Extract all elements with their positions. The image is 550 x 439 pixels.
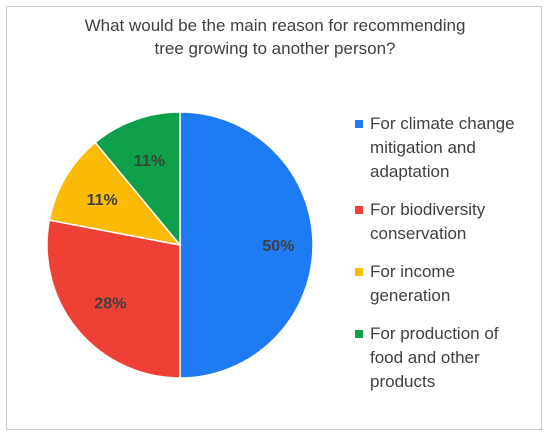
pie-slice-2 [48, 141, 182, 247]
pie-slice-1 [46, 219, 181, 379]
chart-title: What would be the main reason for recomm… [0, 14, 550, 60]
pie-slice-0 [179, 111, 314, 379]
legend-swatch-1 [355, 206, 363, 214]
legend-label-3-line-0: For production of [370, 324, 499, 343]
legend-label-0-line-1: mitigation and [370, 138, 476, 157]
legend-label-0-line-2: adaptation [370, 162, 450, 181]
pie-slice-label-1: 28% [94, 296, 126, 313]
legend-item-2: For income generation [350, 260, 540, 308]
chart-title-line-1: What would be the main reason for recomm… [84, 16, 466, 35]
pie-slice-label-0: 50% [262, 238, 294, 255]
chart-title-line-2: tree growing to another person? [154, 39, 396, 58]
pie-slice-label-2: 11% [87, 192, 118, 209]
legend-label-3-line-1: food and other [370, 348, 480, 367]
legend-label-2-line-0: For income [370, 262, 456, 281]
legend-item-1: For biodiversity conservation [350, 198, 540, 246]
pie-slice-label-3: 11% [134, 153, 165, 170]
legend-swatch-2 [355, 268, 363, 276]
legend-label-1-line-0: For biodiversity [370, 200, 486, 219]
legend-swatch-3 [355, 330, 363, 338]
legend-swatch-0 [355, 120, 363, 128]
legend-item-3: For production of food and other products [350, 322, 540, 394]
legend-label-2-line-1: generation [370, 286, 451, 305]
legend: For climate change mitigation and adaptati… [350, 112, 540, 394]
pie-slice-3 [94, 111, 181, 248]
legend-item-0: For climate change mitigation and adaptati… [350, 112, 540, 184]
legend-label-1-line-1: conservation [370, 224, 467, 243]
legend-label-0-line-0: For climate change [370, 114, 515, 133]
legend-label-3-line-2: products [370, 372, 436, 391]
